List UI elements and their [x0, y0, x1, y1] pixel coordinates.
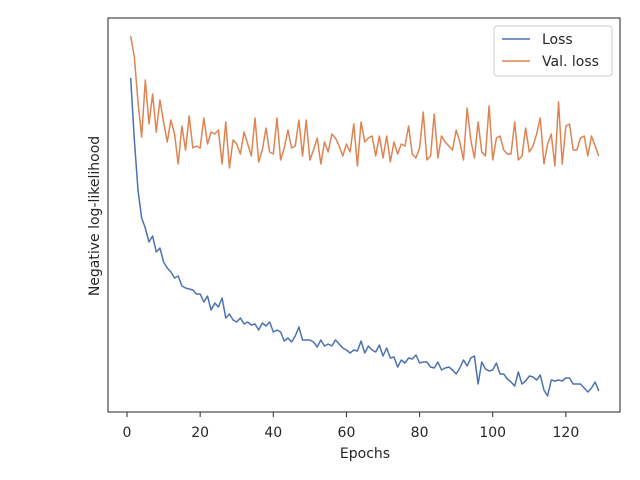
legend-label: Val. loss	[542, 54, 599, 70]
x-tick-label: 0	[123, 425, 132, 441]
x-tick-label: 100	[479, 425, 506, 441]
x-tick-label: 60	[338, 425, 356, 441]
x-axis-label: Epochs	[340, 446, 390, 462]
plot-frame	[107, 17, 621, 413]
line-series	[129, 35, 600, 169]
x-tick-label: 80	[411, 425, 429, 441]
x-tick-label: 40	[264, 425, 282, 441]
legend-label: Loss	[542, 32, 573, 48]
y-axis-label: Negative log-likelihood	[87, 136, 103, 296]
x-tick-label: 20	[191, 425, 209, 441]
x-tick-label: 120	[553, 425, 580, 441]
line-series	[129, 77, 600, 397]
